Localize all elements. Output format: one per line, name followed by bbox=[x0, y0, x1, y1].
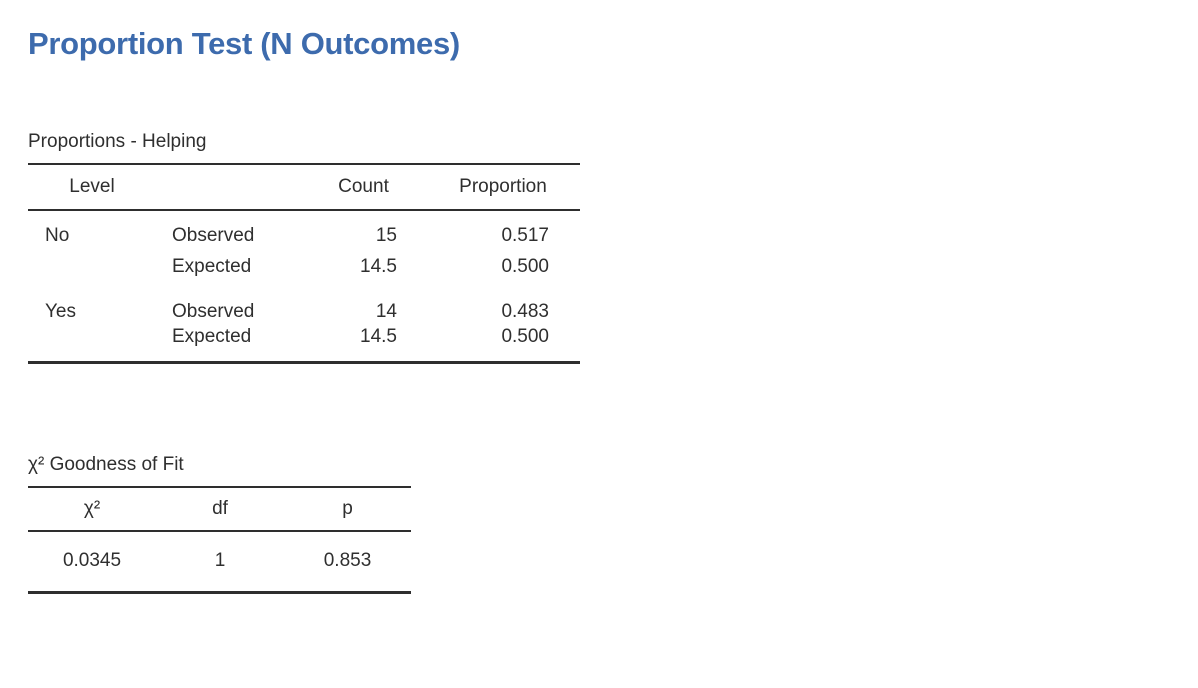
proportion-cell: 0.500 bbox=[501, 326, 549, 348]
proportions-section: Proportions - Helping Level Count Propor… bbox=[28, 131, 1198, 364]
col-header-type bbox=[156, 164, 301, 211]
table-row: No Observed 15 0.517 bbox=[28, 210, 580, 248]
chi-square-table: χ² df p 0.0345 1 0.853 bbox=[28, 485, 411, 594]
col-header-level: Level bbox=[28, 164, 156, 211]
proportions-header-row: Level Count Proportion bbox=[28, 164, 580, 211]
table-row: 0.0345 1 0.853 bbox=[28, 531, 411, 593]
count-cell: 15 bbox=[375, 224, 397, 246]
type-cell: Observed bbox=[172, 301, 255, 322]
proportion-cell: 0.500 bbox=[501, 256, 549, 277]
level-cell: Yes bbox=[45, 301, 76, 322]
col-header-chi2: χ² bbox=[28, 486, 156, 532]
level-cell: No bbox=[45, 224, 70, 246]
proportions-table: Level Count Proportion No Observed 15 0.… bbox=[28, 163, 580, 364]
level-cell bbox=[28, 324, 156, 362]
count-cell: 14.5 bbox=[360, 256, 397, 277]
col-header-count: Count bbox=[301, 164, 426, 211]
table-row: Expected 14.5 0.500 bbox=[28, 324, 580, 362]
col-header-df: df bbox=[156, 486, 284, 532]
col-header-proportion: Proportion bbox=[426, 164, 580, 211]
table-row: Expected 14.5 0.500 bbox=[28, 248, 580, 286]
results-panel: Proportion Test (N Outcomes) Proportions… bbox=[28, 26, 1198, 594]
count-cell: 14.5 bbox=[360, 326, 397, 348]
proportion-cell: 0.517 bbox=[501, 224, 549, 246]
chi-square-table-title: χ² Goodness of Fit bbox=[28, 453, 184, 475]
chi2-value-cell: 0.0345 bbox=[62, 550, 122, 572]
count-cell: 14 bbox=[375, 301, 397, 322]
type-cell: Expected bbox=[172, 256, 252, 277]
p-value-cell: 0.853 bbox=[323, 550, 372, 572]
type-cell: Expected bbox=[172, 326, 252, 348]
chi-square-header-row: χ² df p bbox=[28, 486, 411, 532]
col-header-p: p bbox=[284, 486, 411, 532]
proportion-cell: 0.483 bbox=[501, 301, 549, 322]
df-value-cell: 1 bbox=[214, 550, 226, 572]
page-title: Proportion Test (N Outcomes) bbox=[28, 26, 460, 61]
proportions-table-title: Proportions - Helping bbox=[28, 131, 207, 152]
type-cell: Observed bbox=[172, 224, 255, 246]
chi-square-section: χ² Goodness of Fit χ² df p 0.0345 1 0.85… bbox=[28, 453, 1198, 594]
level-cell bbox=[28, 248, 156, 286]
table-row: Yes Observed 14 0.483 bbox=[28, 286, 580, 324]
